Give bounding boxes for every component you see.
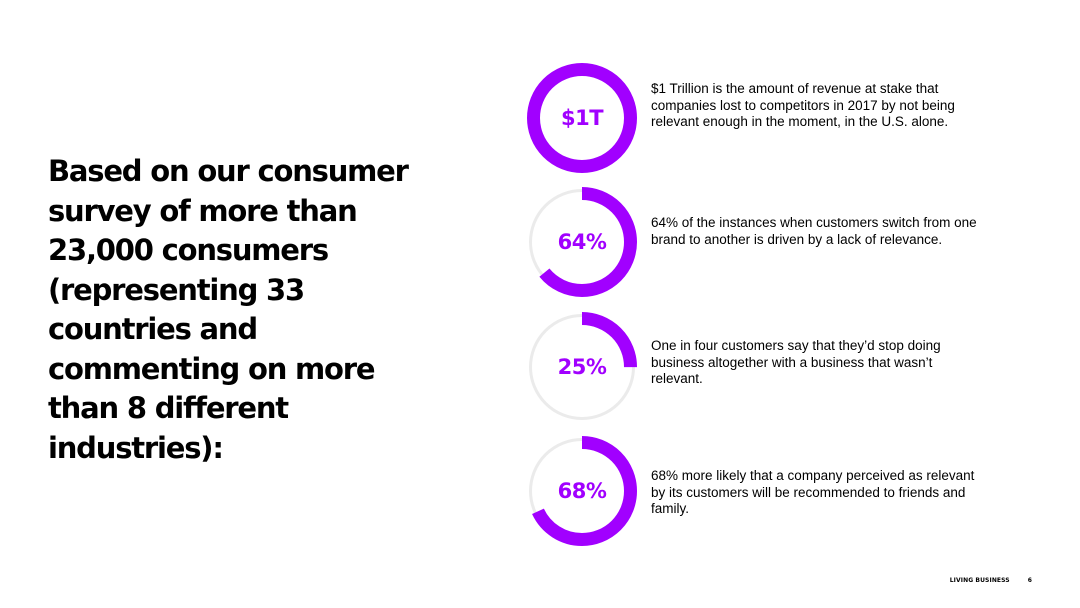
stat-description: 64% of the instances when customers swit…: [651, 215, 977, 247]
ring-progress-arc: [527, 436, 637, 546]
stat-recommendation: 68% 68% more likely that a company perce…: [527, 436, 987, 546]
stat-description: $1 Trillion is the amount of revenue at …: [651, 81, 955, 129]
stat-value: 25%: [557, 355, 607, 379]
stat-brand-switch: 64% 64% of the instances when customers …: [527, 187, 987, 297]
page-number: 6: [1027, 577, 1032, 584]
ring-graphic: [527, 436, 637, 546]
ring-progress-arc: [527, 187, 637, 297]
ring-graphic: [527, 63, 637, 173]
stat-revenue: $1T $1 Trillion is the amount of revenue…: [527, 63, 987, 173]
stat-value: 64%: [557, 230, 607, 254]
stat-description: One in four customers say that they’d st…: [651, 338, 941, 386]
headline: Based on our consumer survey of more tha…: [48, 154, 409, 465]
stat-stop-business: 25% One in four customers say that they’…: [527, 312, 987, 422]
ring-graphic: [527, 187, 637, 297]
progress-ring: [527, 63, 637, 173]
footer: LIVING BUSINESS 6: [950, 577, 1032, 584]
stat-value: $1T: [560, 106, 604, 130]
stat-value: 68%: [557, 479, 607, 503]
ring-progress-arc: [527, 63, 637, 173]
ring-progress-arc: [527, 312, 637, 422]
stat-description: 68% more likely that a company perceived…: [651, 468, 975, 516]
progress-ring: [527, 187, 637, 297]
ring-graphic: [527, 312, 637, 422]
progress-ring: [527, 436, 637, 546]
footer-brand: LIVING BUSINESS: [949, 577, 1010, 584]
progress-ring: [527, 312, 637, 422]
